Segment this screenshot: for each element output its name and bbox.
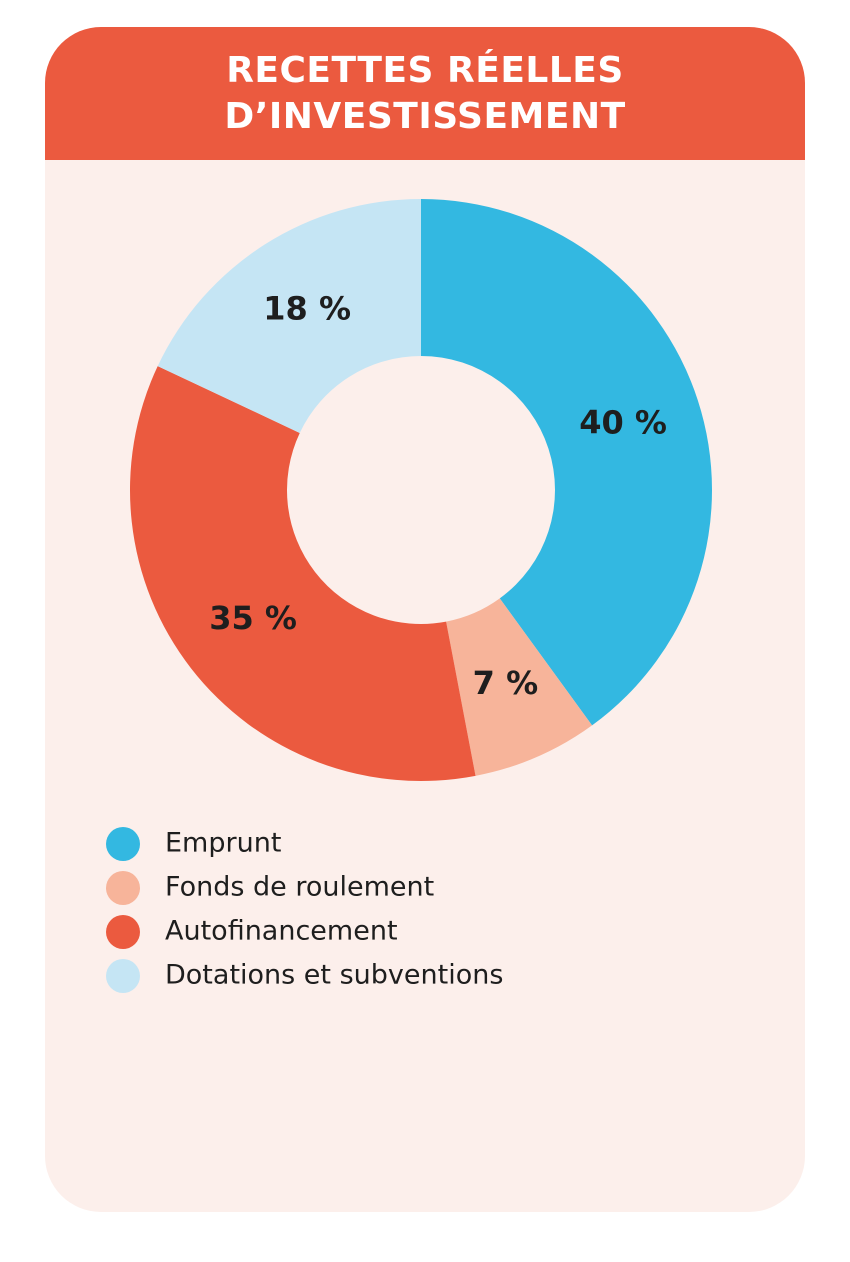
legend-swatch: [106, 959, 140, 993]
donut-slice: [129, 366, 476, 781]
legend-label: Emprunt: [165, 828, 281, 859]
value-label: 40 %: [579, 403, 667, 441]
legend-label: Autofinancement: [165, 916, 398, 947]
legend-swatch: [106, 915, 140, 949]
chart-title: RECETTES RÉELLES D’INVESTISSEMENT: [224, 49, 626, 137]
legend-swatch: [106, 827, 140, 861]
donut-slice: [421, 199, 713, 726]
header: RECETTES RÉELLES D’INVESTISSEMENT: [45, 27, 805, 160]
legend-label: Fonds de roulement: [165, 872, 434, 903]
value-label: 7 %: [473, 664, 538, 702]
legend-swatch: [106, 871, 140, 905]
value-label: 18 %: [263, 290, 351, 328]
legend-label: Dotations et subventions: [165, 960, 503, 991]
value-label: 35 %: [209, 599, 297, 637]
donut-slice: [446, 598, 593, 776]
donut-slice: [157, 199, 422, 433]
